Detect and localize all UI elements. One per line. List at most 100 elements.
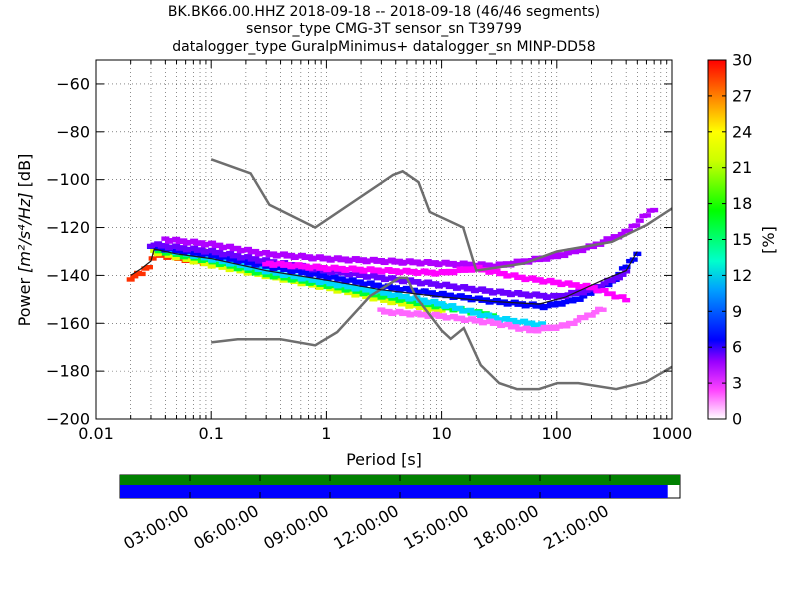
psd-bin — [359, 257, 368, 262]
psd-bin — [329, 280, 338, 286]
psd-bin — [573, 318, 582, 323]
psd-bin — [614, 235, 623, 240]
psd-bin — [622, 269, 631, 274]
psd-bin — [492, 297, 501, 303]
psd-bin — [455, 305, 464, 311]
psd-bin — [492, 268, 501, 273]
psd-bin — [172, 236, 181, 242]
psd-bin — [560, 253, 569, 259]
psd-bin — [322, 278, 331, 284]
colorbar-tick-label: 6 — [732, 338, 742, 357]
title-line-2: sensor_type CMG-3T sensor_sn T39799 — [246, 21, 522, 37]
psd-bin — [536, 302, 545, 308]
psd-bin — [284, 275, 293, 280]
psd-bin — [366, 280, 375, 285]
psd-bin — [401, 293, 410, 299]
nhnm-noise-model-line — [210, 158, 672, 272]
colorbar-tick-label: 12 — [732, 266, 752, 285]
psd-bin — [330, 274, 339, 279]
psd-bin — [437, 308, 446, 313]
psd-bin — [598, 307, 607, 312]
y-tick-label: −140 — [46, 266, 90, 285]
nlnm-noise-model-line — [211, 276, 672, 391]
psd-bin — [373, 292, 382, 297]
psd-bin — [543, 303, 552, 309]
psd-bin — [439, 313, 448, 318]
psd-bin — [468, 316, 477, 321]
psd-bin — [517, 274, 526, 280]
psd-bin — [258, 266, 267, 272]
psd-bin — [511, 324, 520, 329]
psd-bin — [437, 301, 446, 306]
x-tick-label: 100 — [542, 424, 573, 443]
psd-bin — [413, 310, 422, 315]
psd-bin — [347, 283, 356, 289]
psd-bin — [568, 299, 577, 304]
psd-bin — [391, 285, 400, 290]
colorbar-tick-label: 21 — [732, 158, 752, 177]
colorbar-tick-label: 24 — [732, 122, 752, 141]
psd-bin — [569, 321, 578, 327]
psd-bin — [402, 310, 411, 315]
psd-bin — [137, 271, 146, 277]
psd-bin — [596, 284, 605, 290]
psd-bin — [629, 257, 638, 262]
psd-bin — [394, 258, 403, 264]
colorbar-tick-label: 15 — [732, 230, 752, 249]
x-tick-label: 1 — [321, 424, 331, 443]
psd-bin — [409, 268, 418, 274]
psd-bin — [161, 242, 170, 248]
psd-bin — [642, 213, 651, 218]
psd-bin — [624, 228, 633, 233]
psd-bin — [448, 260, 457, 266]
psd-bin — [276, 260, 285, 266]
y-tick-label: −60 — [56, 74, 90, 93]
psd-bin — [571, 282, 580, 287]
psd-bin — [190, 245, 199, 250]
colorbar: 0 3 6 9 12 15 18 21 24 27 30 [%] — [707, 51, 778, 429]
psd-bin — [370, 272, 379, 278]
psd-bin — [419, 297, 428, 302]
psd-bin — [622, 297, 631, 303]
psd-bin — [401, 301, 410, 306]
psd-bin — [358, 285, 367, 290]
psd-bin — [251, 248, 260, 254]
psd-bin — [144, 264, 153, 270]
psd-bin — [460, 284, 469, 289]
psd-bin — [542, 257, 551, 262]
psd-bin — [391, 268, 400, 273]
psd-bin — [333, 255, 342, 260]
psd-bin — [355, 279, 364, 284]
psd-bin — [463, 294, 472, 300]
psd-bin — [208, 240, 217, 245]
psd-bin — [233, 252, 242, 258]
psd-bin — [359, 272, 368, 277]
psd-bin — [503, 289, 512, 295]
colorbar-tick-label: 3 — [732, 374, 742, 393]
psd-bin — [427, 269, 436, 274]
psd-bin — [330, 264, 339, 270]
psd-bin — [632, 223, 641, 228]
timeline-coverage-bar — [120, 485, 668, 498]
psd-heatmap — [126, 207, 659, 334]
psd-bin — [614, 275, 623, 281]
psd-bin — [438, 290, 447, 296]
psd-bin — [477, 261, 486, 266]
psd-bin — [532, 291, 541, 296]
psd-bin — [430, 260, 439, 265]
psd-bin — [579, 294, 588, 299]
plot-frame — [95, 59, 673, 420]
psd-bin — [635, 218, 644, 223]
psd-bin — [365, 287, 374, 292]
plot-area: 0.01 0.1 1 10 100 1000 −60 −80 −100 −120 −140 −160… — [46, 59, 692, 443]
y-tick-label: −120 — [46, 218, 90, 237]
psd-bin — [229, 256, 238, 261]
psd-bin — [561, 299, 570, 305]
psd-bin — [520, 318, 529, 324]
psd-bin — [538, 321, 547, 326]
psd-bin — [248, 267, 257, 273]
colorbar-ticks: 0 3 6 9 12 15 18 21 24 27 30 — [708, 51, 752, 429]
psd-bin — [394, 291, 403, 297]
y-axis-label-prefix: Power — [15, 273, 34, 326]
psd-bin — [474, 264, 483, 270]
